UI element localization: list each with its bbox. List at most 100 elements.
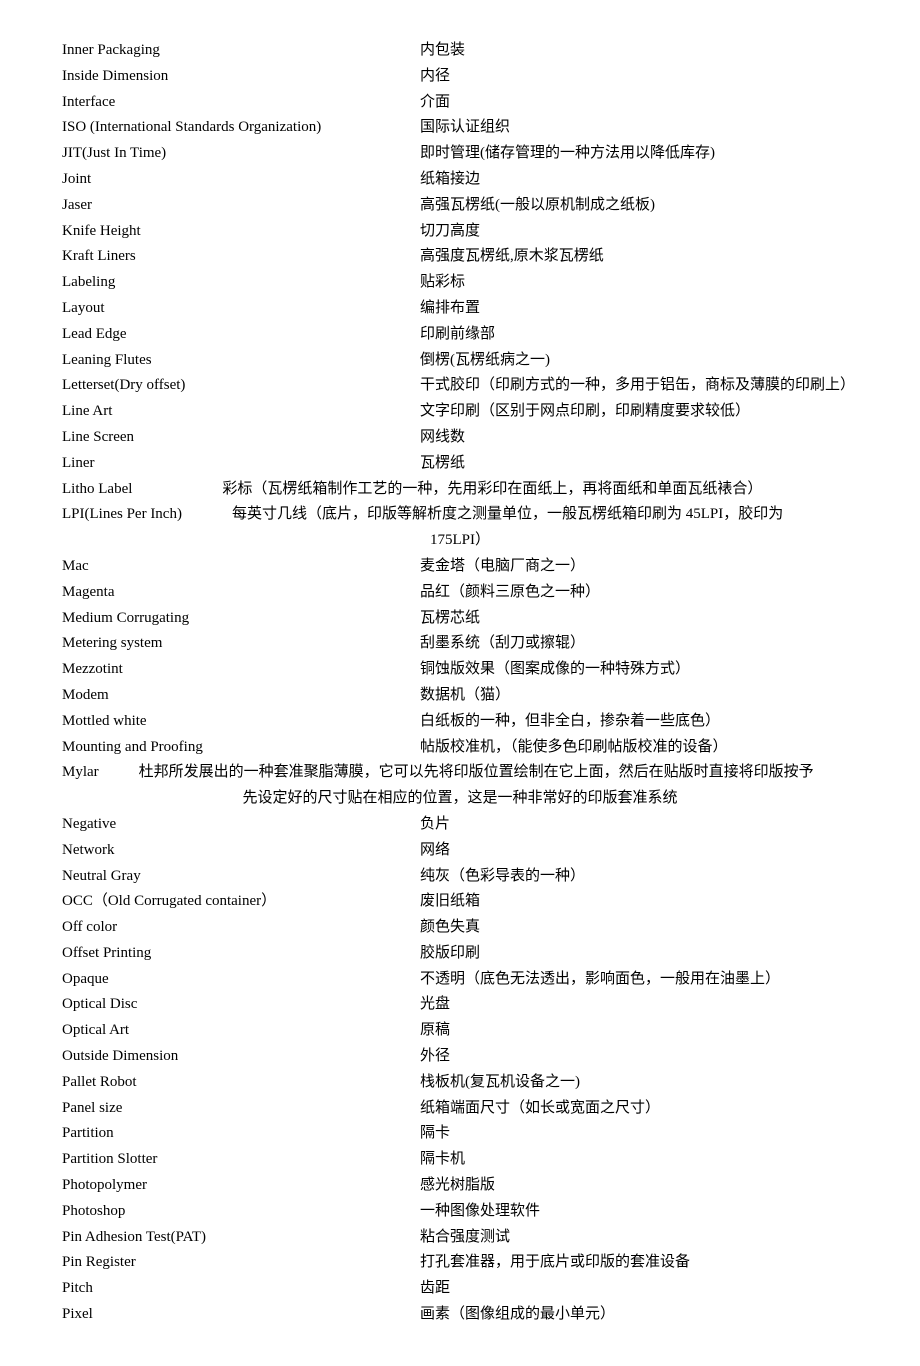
glossary-term: OCC（Old Corrugated container）: [62, 889, 420, 915]
glossary-term: Photoshop: [62, 1199, 420, 1225]
glossary-entry: Litho Label彩标（瓦楞纸箱制作工艺的一种，先用彩印在面纸上，再将面纸和…: [62, 477, 858, 503]
glossary-term: LPI(Lines Per Inch): [62, 502, 232, 528]
glossary-entry: Mezzotint铜蚀版效果（图案成像的一种特殊方式）: [62, 657, 858, 683]
glossary-term: Inner Packaging: [62, 38, 420, 64]
glossary-term: Optical Disc: [62, 992, 420, 1018]
glossary-definition: 内径: [420, 64, 858, 90]
glossary-definition: 打孔套准器，用于底片或印版的套准设备: [420, 1250, 858, 1276]
glossary-term: Pixel: [62, 1302, 420, 1328]
glossary-term: Pin Adhesion Test(PAT): [62, 1225, 420, 1251]
glossary-definition: 国际认证组织: [420, 115, 858, 141]
glossary-term: Mylar: [62, 760, 139, 786]
glossary-entry: Line Art文字印刷（区别于网点印刷，印刷精度要求较低）: [62, 399, 858, 425]
glossary-definition: 隔卡机: [420, 1147, 858, 1173]
glossary-definition: 感光树脂版: [420, 1173, 858, 1199]
glossary-term: Mezzotint: [62, 657, 420, 683]
glossary-definition: 白纸板的一种，但非全白，掺杂着一些底色）: [420, 709, 858, 735]
glossary-definition: 废旧纸箱: [420, 889, 858, 915]
glossary-definition: 干式胶印（印刷方式的一种，多用于铝缶，商标及薄膜的印刷上）: [420, 373, 858, 399]
glossary-term: Neutral Gray: [62, 864, 420, 890]
glossary-definition: 帖版校准机，（能使多色印刷帖版校准的设备）: [420, 735, 858, 761]
glossary-term: Panel size: [62, 1096, 420, 1122]
glossary-term: Partition Slotter: [62, 1147, 420, 1173]
glossary-entry: Pin Register打孔套准器，用于底片或印版的套准设备: [62, 1250, 858, 1276]
glossary-term: Magenta: [62, 580, 420, 606]
glossary-definition: 不透明（底色无法透出，影响面色，一般用在油墨上）: [420, 967, 858, 993]
glossary-entry: Modem数据机（猫）: [62, 683, 858, 709]
glossary-entry: Pallet Robot栈板机(复瓦机设备之一): [62, 1070, 858, 1096]
glossary-term: Off color: [62, 915, 420, 941]
glossary-entry: Outside Dimension外径: [62, 1044, 858, 1070]
glossary-term: Photopolymer: [62, 1173, 420, 1199]
glossary-definition: 负片: [420, 812, 858, 838]
glossary-definition: 品红（颜料三原色之一种）: [420, 580, 858, 606]
glossary-definition: 颜色失真: [420, 915, 858, 941]
glossary-term: ISO (International Standards Organizatio…: [62, 115, 420, 141]
glossary-definition: 粘合强度测试: [420, 1225, 858, 1251]
glossary-definition: 每英寸几线（底片，印版等解析度之测量单位，一般瓦楞纸箱印刷为 45LPI，胶印为: [232, 502, 858, 528]
glossary-entry: Line Screen网线数: [62, 425, 858, 451]
glossary-entry: OCC（Old Corrugated container）废旧纸箱: [62, 889, 858, 915]
glossary-entry: Mac麦金塔（电脑厂商之一）: [62, 554, 858, 580]
glossary-entry: Inside Dimension内径: [62, 64, 858, 90]
glossary-entry: Network网络: [62, 838, 858, 864]
glossary-definition: 外径: [420, 1044, 858, 1070]
glossary-term: JIT(Just In Time): [62, 141, 420, 167]
glossary-entry: Optical Art原稿: [62, 1018, 858, 1044]
glossary-entry: Pin Adhesion Test(PAT)粘合强度测试: [62, 1225, 858, 1251]
glossary-definition: 胶版印刷: [420, 941, 858, 967]
glossary-entry: Leaning Flutes倒楞(瓦楞纸病之一): [62, 348, 858, 374]
glossary-entry: LPI(Lines Per Inch)每英寸几线（底片，印版等解析度之测量单位，…: [62, 502, 858, 554]
glossary-entry: Liner瓦楞纸: [62, 451, 858, 477]
glossary-entry: JIT(Just In Time)即时管理(储存管理的一种方法用以降低库存): [62, 141, 858, 167]
glossary-entry: Photopolymer感光树脂版: [62, 1173, 858, 1199]
glossary-definition: 画素（图像组成的最小单元）: [420, 1302, 858, 1328]
glossary-entry: Letterset(Dry offset)干式胶印（印刷方式的一种，多用于铝缶，…: [62, 373, 858, 399]
glossary-entry: Medium Corrugating瓦楞芯纸: [62, 606, 858, 632]
glossary-definition: 倒楞(瓦楞纸病之一): [420, 348, 858, 374]
glossary-entry: Mounting and Proofing帖版校准机，（能使多色印刷帖版校准的设…: [62, 735, 858, 761]
glossary-term: Jaser: [62, 193, 420, 219]
glossary-term: Joint: [62, 167, 420, 193]
glossary-entry: Magenta品红（颜料三原色之一种）: [62, 580, 858, 606]
glossary-entry: Knife Height切刀高度: [62, 219, 858, 245]
glossary-entry: Interface介面: [62, 90, 858, 116]
glossary-definition: 切刀高度: [420, 219, 858, 245]
glossary-term: Pin Register: [62, 1250, 420, 1276]
glossary-entry: Negative负片: [62, 812, 858, 838]
glossary-entry: Inner Packaging内包装: [62, 38, 858, 64]
glossary-definition: 介面: [420, 90, 858, 116]
glossary-entry: Pixel画素（图像组成的最小单元）: [62, 1302, 858, 1328]
glossary-entry: Joint纸箱接边: [62, 167, 858, 193]
glossary-definition: 杜邦所发展出的一种套准聚脂薄膜，它可以先将印版位置绘制在它上面，然后在贴版时直接…: [139, 760, 858, 786]
glossary-entry: ISO (International Standards Organizatio…: [62, 115, 858, 141]
glossary-entry: Photoshop一种图像处理软件: [62, 1199, 858, 1225]
glossary-term: Line Screen: [62, 425, 420, 451]
glossary-definition: 隔卡: [420, 1121, 858, 1147]
glossary-definition: 即时管理(储存管理的一种方法用以降低库存): [420, 141, 858, 167]
glossary-definition: 光盘: [420, 992, 858, 1018]
glossary-definition-cont: 先设定好的尺寸贴在相应的位置，这是一种非常好的印版套准系统: [62, 786, 858, 812]
glossary-entry: Kraft Liners高强度瓦楞纸,原木浆瓦楞纸: [62, 244, 858, 270]
glossary-term: Knife Height: [62, 219, 420, 245]
glossary-definition: 数据机（猫）: [420, 683, 858, 709]
glossary-definition: 编排布置: [420, 296, 858, 322]
glossary-term: Interface: [62, 90, 420, 116]
glossary-entry: Lead Edge印刷前缘部: [62, 322, 858, 348]
glossary-definition: 纯灰（色彩导表的一种）: [420, 864, 858, 890]
glossary-term: Partition: [62, 1121, 420, 1147]
glossary-term: Opaque: [62, 967, 420, 993]
glossary-entry: Partition隔卡: [62, 1121, 858, 1147]
glossary-definition-cont: 175LPI）: [62, 528, 858, 554]
glossary-entry: Layout编排布置: [62, 296, 858, 322]
glossary-definition: 刮墨系统（刮刀或擦辊）: [420, 631, 858, 657]
glossary-term: Leaning Flutes: [62, 348, 420, 374]
glossary-definition: 彩标（瓦楞纸箱制作工艺的一种，先用彩印在面纸上，再将面纸和单面瓦纸裱合）: [222, 477, 858, 503]
glossary-definition: 瓦楞芯纸: [420, 606, 858, 632]
glossary-definition: 纸箱端面尺寸（如长或宽面之尺寸）: [420, 1096, 858, 1122]
glossary-entry: Metering system刮墨系统（刮刀或擦辊）: [62, 631, 858, 657]
glossary-term: Optical Art: [62, 1018, 420, 1044]
glossary-definition: 文字印刷（区别于网点印刷，印刷精度要求较低）: [420, 399, 858, 425]
glossary-definition: 网络: [420, 838, 858, 864]
glossary-entry: Opaque不透明（底色无法透出，影响面色，一般用在油墨上）: [62, 967, 858, 993]
